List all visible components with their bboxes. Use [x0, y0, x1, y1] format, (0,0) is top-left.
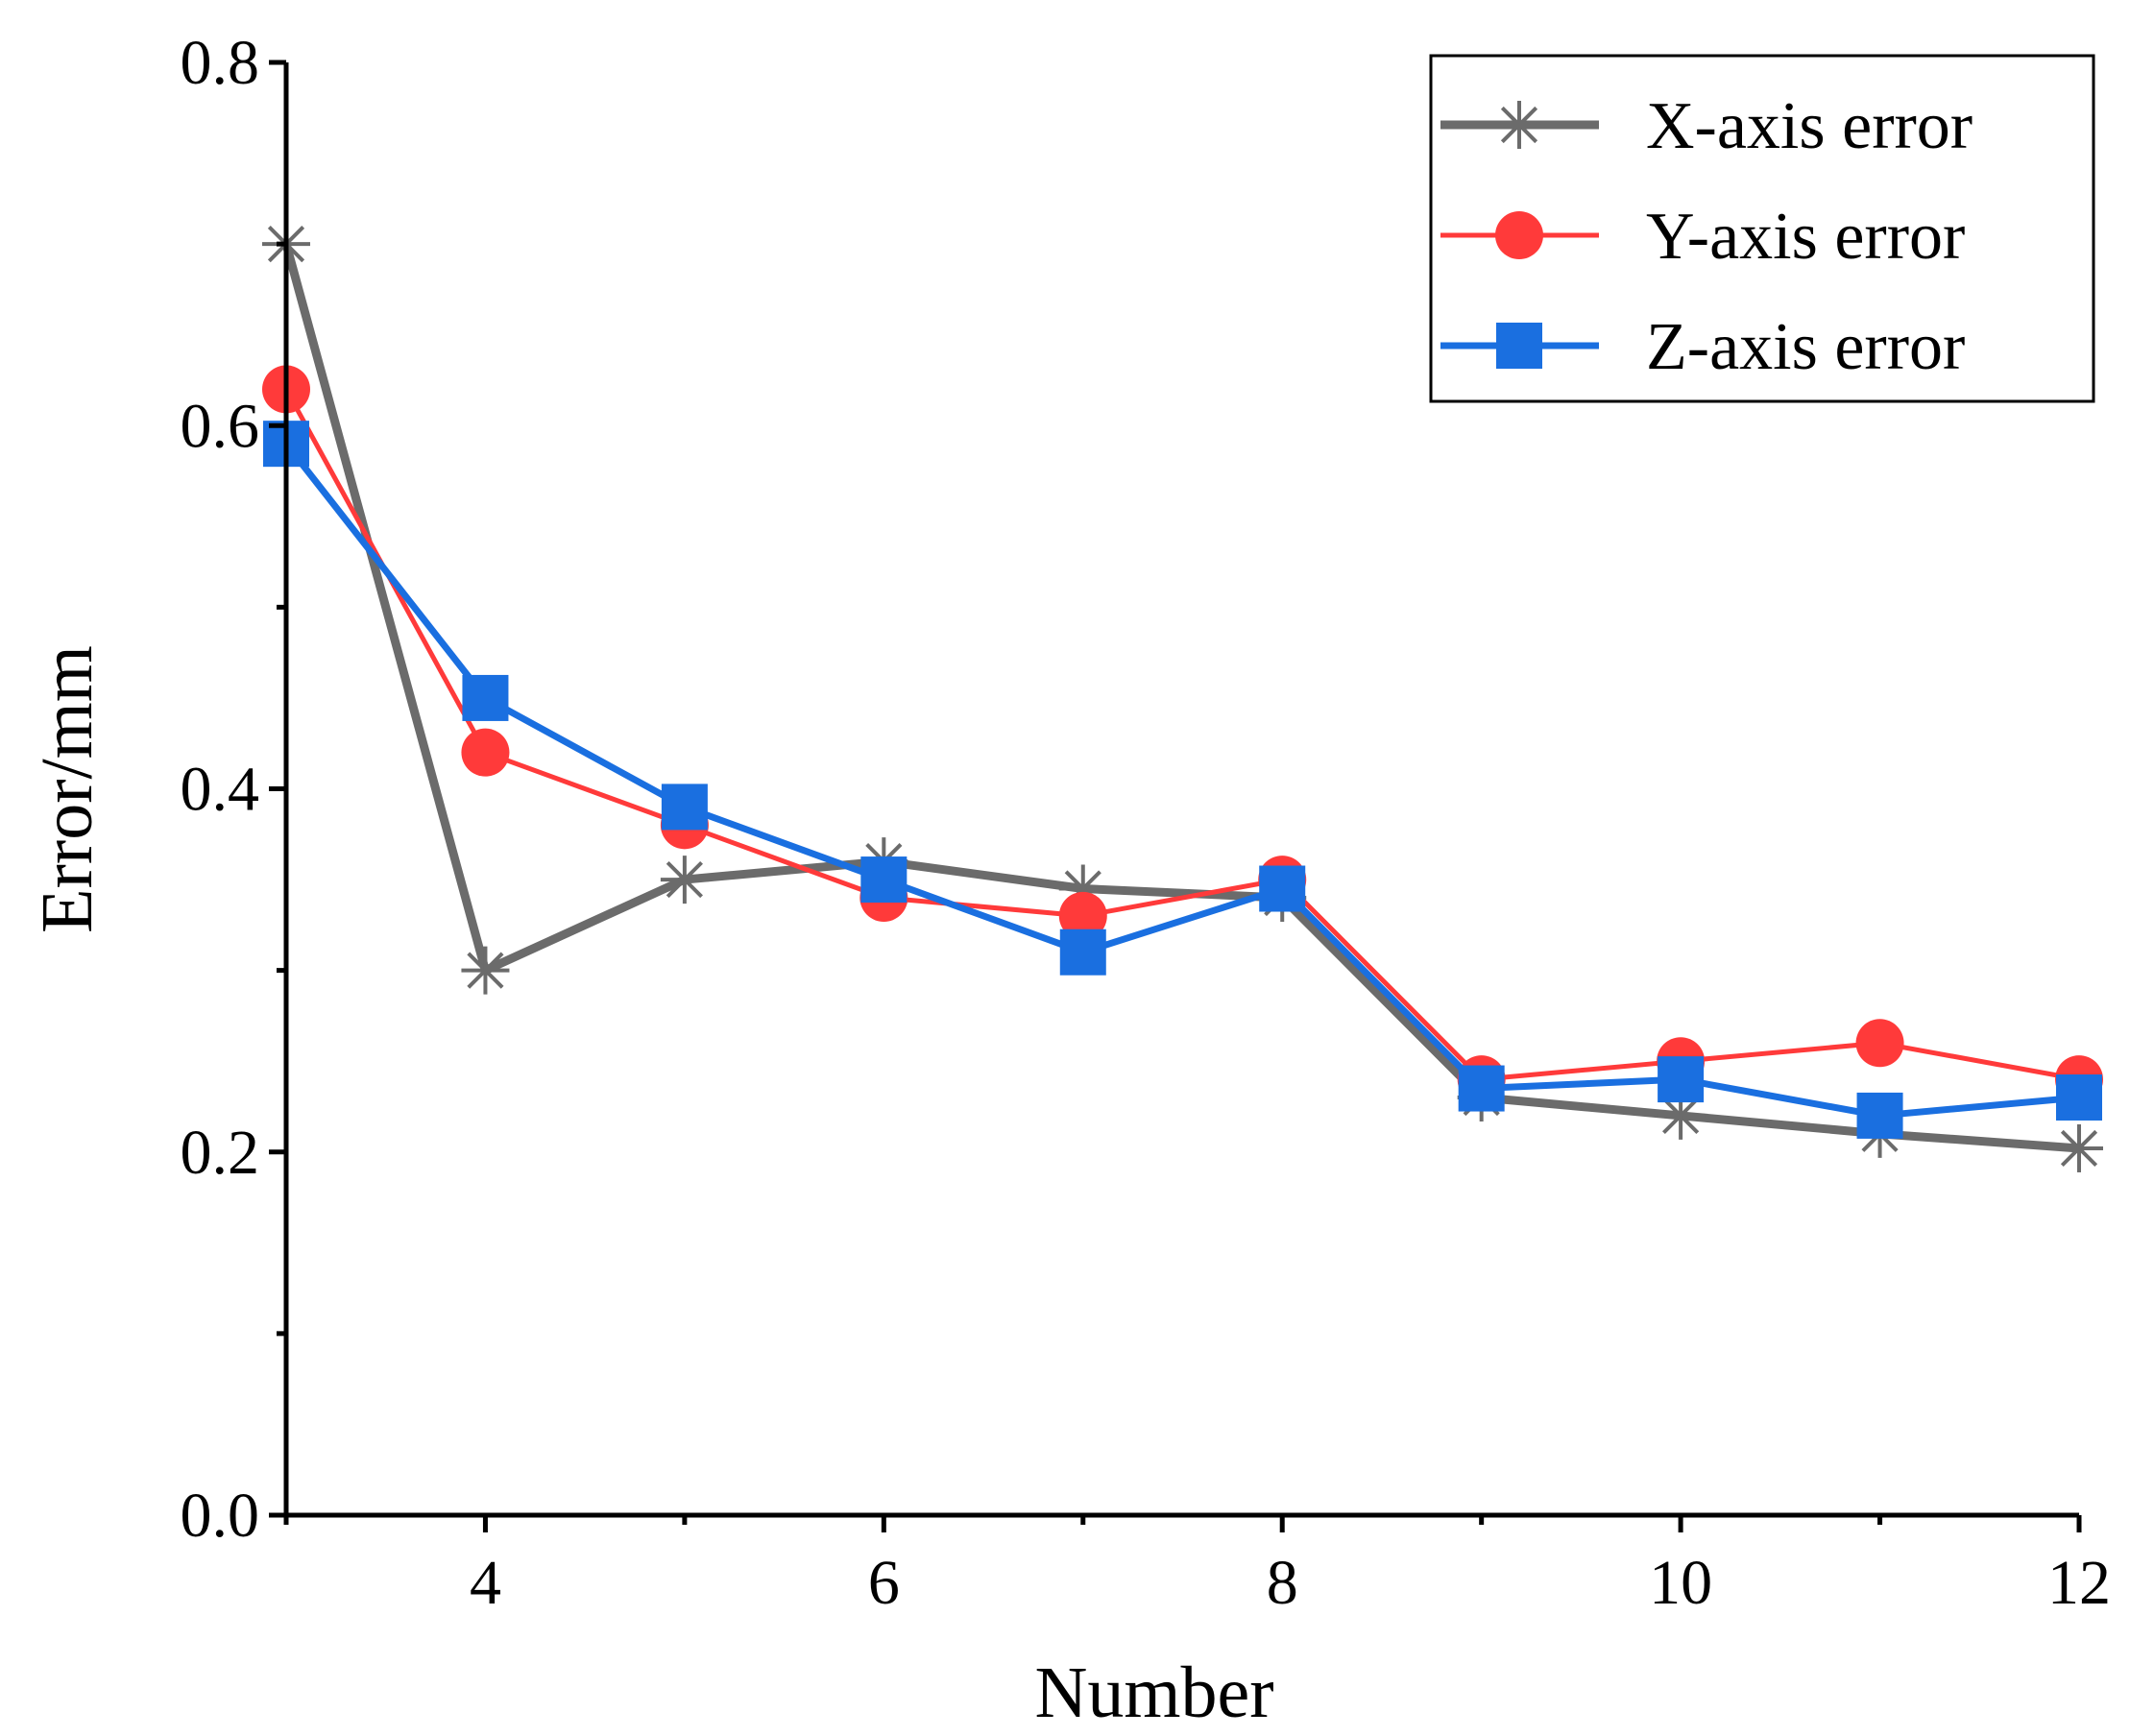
legend-label-z: Z-axis error — [1646, 310, 1965, 384]
data-point-z — [462, 674, 509, 721]
axes: 0.0 0.2 0.4 0.6 0.8 4 6 8 10 12 — [181, 28, 2112, 1618]
data-point-z — [860, 856, 908, 904]
x-tick-label: 6 — [868, 1548, 900, 1618]
data-point-x — [2055, 1123, 2103, 1172]
data-point-z — [1856, 1092, 1903, 1139]
x-tick-label: 8 — [1267, 1548, 1298, 1618]
legend-circle-icon — [1495, 211, 1543, 259]
legend-label-y: Y-axis error — [1646, 200, 1965, 274]
y-tick-label: 0.6 — [181, 391, 260, 461]
data-point-y — [1855, 1019, 1904, 1068]
legend-marker-y — [1495, 211, 1543, 259]
x-ticks: 4 6 8 10 12 — [283, 1515, 2111, 1618]
data-point-z — [1658, 1056, 1705, 1103]
legend-item-x: X-axis error — [1440, 89, 1973, 163]
y-tick-label: 0.0 — [181, 1481, 260, 1551]
x-tick-label: 10 — [1649, 1548, 1712, 1618]
series-z-axis — [263, 421, 2102, 1139]
data-point-y — [1058, 891, 1107, 940]
x-tick-label: 4 — [470, 1548, 501, 1618]
legend-marker-x — [1495, 101, 1543, 149]
data-point-z — [2056, 1074, 2102, 1121]
legend-label-x: X-axis error — [1646, 89, 1973, 163]
data-point-z — [1259, 865, 1306, 912]
legend-marker-z — [1496, 323, 1542, 369]
legend-square-icon — [1496, 323, 1542, 369]
data-point-x — [660, 856, 709, 904]
series-y-axis — [262, 365, 2103, 1104]
y-ticks: 0.0 0.2 0.4 0.6 0.8 — [181, 28, 286, 1551]
data-point-x — [461, 946, 510, 995]
data-point-y — [461, 728, 510, 777]
legend-asterisk-icon — [1495, 101, 1543, 149]
x-axis-title: Number — [1034, 1652, 1273, 1733]
y-axis-title: Error/mm — [27, 645, 108, 933]
x-tick-label: 12 — [2047, 1548, 2111, 1618]
series-line-y — [283, 388, 2080, 1082]
legend-item-y: Y-axis error — [1440, 200, 1965, 274]
data-point-z — [1059, 928, 1106, 976]
data-point-z — [661, 784, 708, 831]
series-layer — [262, 220, 2103, 1172]
series-line-z — [283, 442, 2080, 1120]
series-line-x — [281, 242, 2080, 1153]
legend-item-z: Z-axis error — [1440, 310, 1965, 384]
y-tick-label: 0.8 — [181, 28, 260, 98]
y-tick-label: 0.4 — [181, 755, 260, 825]
legend: X-axis error Y-axis error Z-axis error — [1429, 54, 2095, 403]
y-tick-label: 0.2 — [181, 1118, 260, 1188]
data-point-z — [1458, 1065, 1505, 1112]
